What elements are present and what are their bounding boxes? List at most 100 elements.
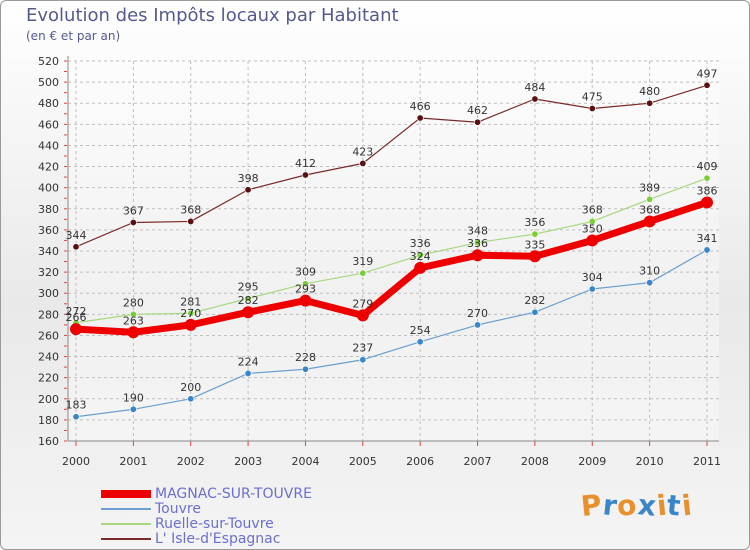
x-tick-label: 2004 <box>291 455 319 468</box>
x-tick-label: 2010 <box>636 455 664 468</box>
data-label-ruelle-sur-touvre: 281 <box>180 295 201 308</box>
legend-label: Ruelle-sur-Touvre <box>155 516 274 532</box>
proxiti-logo: Proxiti <box>579 487 694 524</box>
data-point-ruelle-sur-touvre <box>474 239 482 247</box>
data-label-touvre: 254 <box>410 324 431 337</box>
data-point-magnac-sur-touvre <box>70 323 82 336</box>
data-label-ruelle-sur-touvre: 272 <box>66 305 87 318</box>
data-point-magnac-sur-touvre <box>643 215 656 228</box>
data-label-touvre: 341 <box>697 232 718 245</box>
y-tick-label: 220 <box>38 372 59 385</box>
data-point-touvre <box>703 246 711 254</box>
data-point-l-isle-d-espagnac <box>187 217 195 225</box>
y-tick-label: 180 <box>38 414 59 427</box>
y-tick-label: 320 <box>38 266 59 279</box>
data-point-l-isle-d-espagnac <box>588 105 596 113</box>
y-tick-label: 260 <box>38 329 59 342</box>
data-point-l-isle-d-espagnac <box>359 159 367 167</box>
y-tick-label: 480 <box>38 97 59 110</box>
data-label-ruelle-sur-touvre: 368 <box>582 203 603 216</box>
data-point-touvre <box>416 338 424 346</box>
data-point-ruelle-sur-touvre <box>531 230 539 238</box>
data-label-l-isle-d-espagnac: 344 <box>66 229 87 242</box>
data-point-touvre <box>474 321 482 329</box>
y-tick-label: 460 <box>38 118 59 131</box>
data-label-ruelle-sur-touvre: 356 <box>524 216 545 229</box>
series-line-magnac-sur-touvre <box>75 199 709 336</box>
data-label-touvre: 310 <box>639 265 660 278</box>
data-label-touvre: 200 <box>180 381 201 394</box>
data-label-magnac-sur-touvre: 282 <box>238 294 259 307</box>
data-point-touvre <box>72 413 80 421</box>
data-point-ruelle-sur-touvre <box>244 294 252 302</box>
data-label-magnac-sur-touvre: 266 <box>66 311 87 324</box>
data-point-magnac-sur-touvre <box>299 294 312 307</box>
data-label-l-isle-d-espagnac: 484 <box>524 81 545 94</box>
x-tick-label: 2008 <box>521 455 549 468</box>
data-label-touvre: 224 <box>238 355 259 368</box>
data-label-magnac-sur-touvre: 263 <box>123 314 144 327</box>
series-line-touvre <box>75 249 708 418</box>
data-label-touvre: 190 <box>123 391 144 404</box>
y-tick-label: 420 <box>38 161 59 174</box>
legend-label: Touvre <box>155 501 201 517</box>
data-label-touvre: 282 <box>524 294 545 307</box>
x-tick-label: 2003 <box>234 455 262 468</box>
data-point-ruelle-sur-touvre <box>588 217 596 225</box>
x-tick-label: 2000 <box>62 455 90 468</box>
data-label-ruelle-sur-touvre: 389 <box>639 181 660 194</box>
x-tick-label: 2011 <box>693 455 721 468</box>
x-tick-label: 2006 <box>406 455 434 468</box>
legend-item: L' Isle-d'Espagnac <box>101 531 280 547</box>
data-point-l-isle-d-espagnac <box>703 81 711 89</box>
data-label-ruelle-sur-touvre: 280 <box>123 296 144 309</box>
data-label-l-isle-d-espagnac: 475 <box>582 91 603 104</box>
data-point-ruelle-sur-touvre <box>703 174 711 182</box>
data-label-magnac-sur-touvre: 350 <box>582 222 603 235</box>
data-label-l-isle-d-espagnac: 462 <box>467 104 488 117</box>
y-tick-label: 300 <box>38 287 59 300</box>
data-point-touvre <box>531 308 539 316</box>
data-point-l-isle-d-espagnac <box>474 118 482 126</box>
data-label-touvre: 270 <box>467 307 488 320</box>
series-line-ruelle-sur-touvre <box>75 177 708 324</box>
data-label-magnac-sur-touvre: 293 <box>295 283 316 296</box>
data-point-l-isle-d-espagnac <box>72 243 80 251</box>
data-point-l-isle-d-espagnac <box>301 171 309 179</box>
data-point-ruelle-sur-touvre <box>187 309 195 317</box>
data-point-l-isle-d-espagnac <box>646 99 654 107</box>
legend-label: L' Isle-d'Espagnac <box>155 531 281 547</box>
data-point-magnac-sur-touvre <box>414 261 427 274</box>
data-label-l-isle-d-espagnac: 466 <box>410 100 431 113</box>
data-point-magnac-sur-touvre <box>701 196 713 209</box>
data-label-touvre: 237 <box>352 342 373 355</box>
legend-label: MAGNAC-SUR-TOUVRE <box>155 486 312 502</box>
data-point-magnac-sur-touvre <box>528 250 541 263</box>
data-point-l-isle-d-espagnac <box>416 114 424 122</box>
y-tick-label: 400 <box>38 182 59 195</box>
logo-letter: P <box>579 487 605 524</box>
data-label-l-isle-d-espagnac: 367 <box>123 205 144 218</box>
data-point-touvre <box>301 365 309 373</box>
data-point-magnac-sur-touvre <box>127 326 140 339</box>
y-tick-label: 200 <box>38 393 59 406</box>
legend-swatch <box>101 490 151 498</box>
y-tick-label: 360 <box>38 224 59 237</box>
logo-letter: i <box>679 488 694 523</box>
data-point-magnac-sur-touvre <box>586 234 599 247</box>
legend-item: Touvre <box>101 501 201 517</box>
x-tick-label: 2009 <box>578 455 606 468</box>
data-point-touvre <box>646 279 654 287</box>
y-tick-label: 240 <box>38 351 59 364</box>
legend-swatch <box>101 538 151 540</box>
x-tick-label: 2007 <box>464 455 492 468</box>
data-label-l-isle-d-espagnac: 368 <box>180 203 201 216</box>
data-label-l-isle-d-espagnac: 423 <box>352 145 373 158</box>
data-label-l-isle-d-espagnac: 412 <box>295 157 316 170</box>
data-point-l-isle-d-espagnac <box>129 219 137 227</box>
data-label-ruelle-sur-touvre: 295 <box>238 281 259 294</box>
y-tick-label: 520 <box>38 55 59 68</box>
x-tick-label: 2002 <box>177 455 205 468</box>
